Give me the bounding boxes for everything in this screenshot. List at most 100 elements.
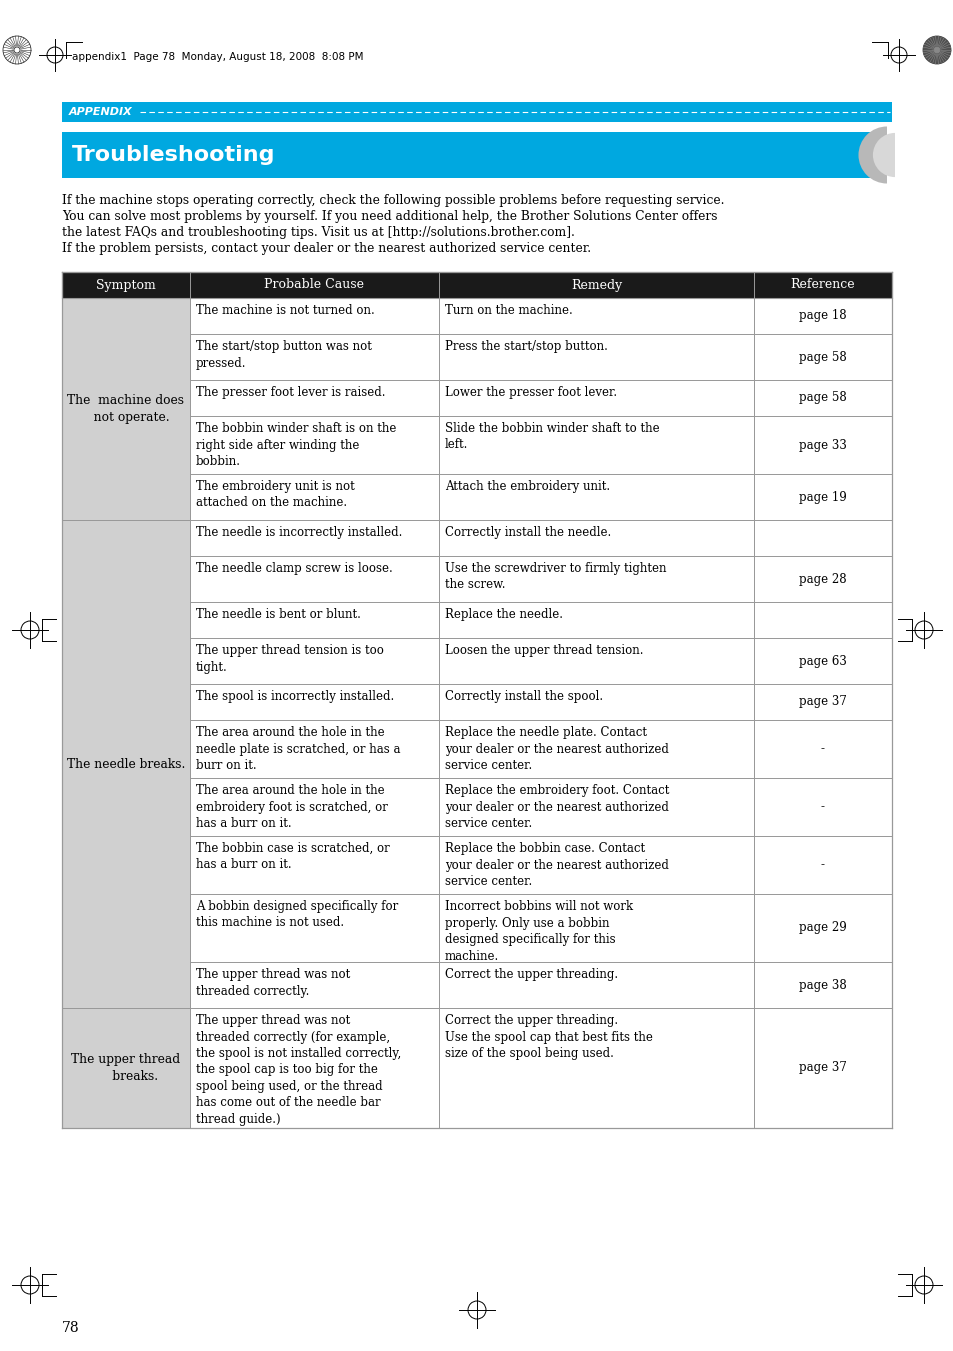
Text: page 63: page 63 [799,654,846,667]
Text: The bobbin winder shaft is on the
right side after winding the
bobbin.: The bobbin winder shaft is on the right … [195,422,395,467]
Text: If the machine stops operating correctly, check the following possible problems : If the machine stops operating correctly… [62,195,723,207]
Text: The needle clamp screw is loose.: The needle clamp screw is loose. [195,562,393,576]
Bar [753,684,891,720]
Bar [190,962,438,1008]
Text: APPENDIX: APPENDIX [69,107,132,118]
Bar [62,1008,190,1128]
Text: The start/stop button was not
pressed.: The start/stop button was not pressed. [195,340,372,370]
Bar [753,520,891,557]
Text: Incorrect bobbins will not work
properly. Only use a bobbin
designed specificall: Incorrect bobbins will not work properly… [444,900,633,962]
Text: Lower the presser foot lever.: Lower the presser foot lever. [444,386,617,399]
Text: The upper thread
     breaks.: The upper thread breaks. [71,1052,180,1084]
Bar [753,334,891,380]
Text: page 33: page 33 [799,439,846,451]
Text: Correctly install the spool.: Correctly install the spool. [444,690,602,703]
Text: Probable Cause: Probable Cause [264,278,364,292]
Text: Reference: Reference [790,278,855,292]
Bar [438,684,753,720]
Text: The bobbin case is scratched, or
has a burr on it.: The bobbin case is scratched, or has a b… [195,842,390,871]
Text: The area around the hole in the
embroidery foot is scratched, or
has a burr on i: The area around the hole in the embroide… [195,784,388,830]
Text: The needle breaks.: The needle breaks. [67,758,185,770]
Bar [753,720,891,778]
Bar [190,474,438,520]
Bar [753,962,891,1008]
Bar [190,720,438,778]
Bar [438,836,753,894]
Bar [62,272,891,299]
Text: The needle is incorrectly installed.: The needle is incorrectly installed. [195,526,402,539]
Text: Troubleshooting: Troubleshooting [71,145,275,165]
Text: The upper thread was not
threaded correctly (for example,
the spool is not insta: The upper thread was not threaded correc… [195,1015,401,1125]
Bar [753,638,891,684]
Text: The machine is not turned on.: The machine is not turned on. [195,304,375,317]
Bar [438,720,753,778]
Text: page 58: page 58 [799,350,846,363]
Bar [190,380,438,416]
Text: page 38: page 38 [799,978,846,992]
Text: page 18: page 18 [799,309,846,323]
Text: The  machine does
   not operate.: The machine does not operate. [68,394,184,424]
Bar [438,603,753,638]
Bar [438,380,753,416]
Text: If the problem persists, contact your dealer or the nearest authorized service c: If the problem persists, contact your de… [62,242,591,255]
Bar [438,416,753,474]
Bar [753,836,891,894]
Text: The presser foot lever is raised.: The presser foot lever is raised. [195,386,385,399]
Bar [438,557,753,603]
Text: Correctly install the needle.: Correctly install the needle. [444,526,611,539]
Text: -: - [821,743,824,755]
Bar [190,334,438,380]
Text: Replace the needle.: Replace the needle. [444,608,562,621]
Text: You can solve most problems by yourself. If you need additional help, the Brothe: You can solve most problems by yourself.… [62,209,717,223]
Text: appendix1  Page 78  Monday, August 18, 2008  8:08 PM: appendix1 Page 78 Monday, August 18, 200… [71,51,363,62]
Text: The upper thread was not
threaded correctly.: The upper thread was not threaded correc… [195,969,350,997]
Bar [438,299,753,334]
Bar [62,101,891,122]
Wedge shape [858,127,886,184]
Text: page 19: page 19 [799,490,846,504]
Text: Remedy: Remedy [570,278,621,292]
Circle shape [923,36,950,63]
Text: Replace the embroidery foot. Contact
your dealer or the nearest authorized
servi: Replace the embroidery foot. Contact you… [444,784,669,830]
Bar [190,684,438,720]
Bar [753,603,891,638]
Bar [753,1008,891,1128]
Bar [190,520,438,557]
Bar [62,299,190,520]
Circle shape [933,47,939,53]
Text: The spool is incorrectly installed.: The spool is incorrectly installed. [195,690,394,703]
Text: The embroidery unit is not
attached on the machine.: The embroidery unit is not attached on t… [195,480,355,509]
Text: page 29: page 29 [799,921,846,935]
Bar [190,638,438,684]
Bar [753,299,891,334]
Bar [438,474,753,520]
Bar [190,894,438,962]
Bar [62,132,873,178]
Text: page 37: page 37 [799,696,846,708]
Bar [190,299,438,334]
Text: page 28: page 28 [799,573,846,585]
Text: page 37: page 37 [799,1062,846,1074]
Bar [438,1008,753,1128]
Text: Correct the upper threading.: Correct the upper threading. [444,969,618,981]
Text: Turn on the machine.: Turn on the machine. [444,304,572,317]
Text: Slide the bobbin winder shaft to the
left.: Slide the bobbin winder shaft to the lef… [444,422,659,451]
Text: The upper thread tension is too
tight.: The upper thread tension is too tight. [195,644,383,674]
Bar [753,416,891,474]
Text: page 58: page 58 [799,392,846,404]
Text: The needle is bent or blunt.: The needle is bent or blunt. [195,608,360,621]
Bar [438,962,753,1008]
Text: Correct the upper threading.
Use the spool cap that best fits the
size of the sp: Correct the upper threading. Use the spo… [444,1015,652,1061]
Bar [438,894,753,962]
Text: 78: 78 [62,1321,79,1335]
Bar [190,557,438,603]
Text: Replace the needle plate. Contact
your dealer or the nearest authorized
service : Replace the needle plate. Contact your d… [444,725,668,771]
Text: Press the start/stop button.: Press the start/stop button. [444,340,607,353]
Bar [438,638,753,684]
Bar [753,474,891,520]
Text: The area around the hole in the
needle plate is scratched, or has a
burr on it.: The area around the hole in the needle p… [195,725,400,771]
Bar [753,778,891,836]
Bar [753,557,891,603]
Bar [190,603,438,638]
Text: Replace the bobbin case. Contact
your dealer or the nearest authorized
service c: Replace the bobbin case. Contact your de… [444,842,668,888]
